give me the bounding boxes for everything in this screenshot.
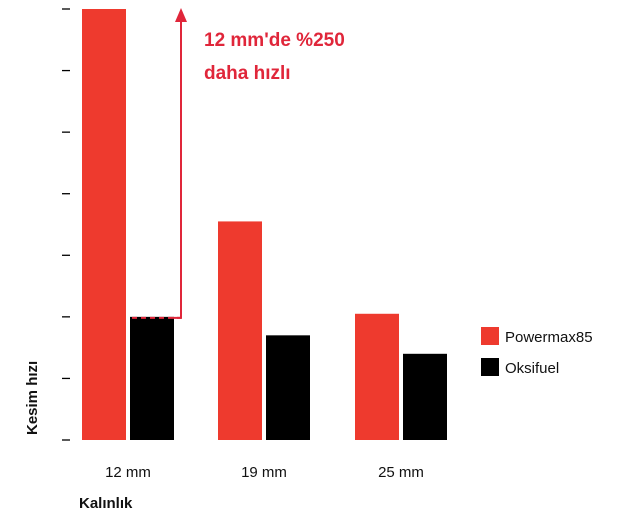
- legend: Powermax85 Oksifuel: [481, 327, 593, 377]
- x-tick-label-25mm: 25 mm: [378, 464, 424, 481]
- bar-oksifuel-12mm: [130, 316, 174, 440]
- annotation-text-line-2: daha hızlı: [204, 63, 291, 84]
- speed-annotation: 12 mm'de %250 daha hızlı: [132, 8, 345, 319]
- bar-powermax85-12mm: [82, 9, 126, 440]
- y-axis: [62, 8, 70, 441]
- legend-swatch-oksifuel: [481, 358, 499, 376]
- annotation-text-line-1: 12 mm'de %250: [204, 30, 345, 51]
- bar-oksifuel-25mm: [403, 353, 447, 440]
- x-tick-label-12mm: 12 mm: [105, 464, 151, 481]
- x-tick-labels: 12 mm 19 mm 25 mm: [105, 464, 424, 481]
- bar-powermax85-25mm: [355, 313, 399, 440]
- annotation-arrow-line: [173, 22, 182, 319]
- legend-label-oksifuel: Oksifuel: [505, 360, 559, 377]
- bar-powermax85-19mm: [218, 221, 262, 440]
- bar-oksifuel-19mm: [266, 335, 310, 440]
- bars-group: [82, 9, 447, 440]
- y-axis-title: Kesim hızı: [24, 361, 41, 435]
- legend-swatch-powermax85: [481, 327, 499, 345]
- x-axis-title: Kalınlık: [79, 495, 133, 512]
- legend-label-powermax85: Powermax85: [505, 329, 593, 346]
- x-tick-label-19mm: 19 mm: [241, 464, 287, 481]
- annotation-arrowhead: [175, 8, 187, 22]
